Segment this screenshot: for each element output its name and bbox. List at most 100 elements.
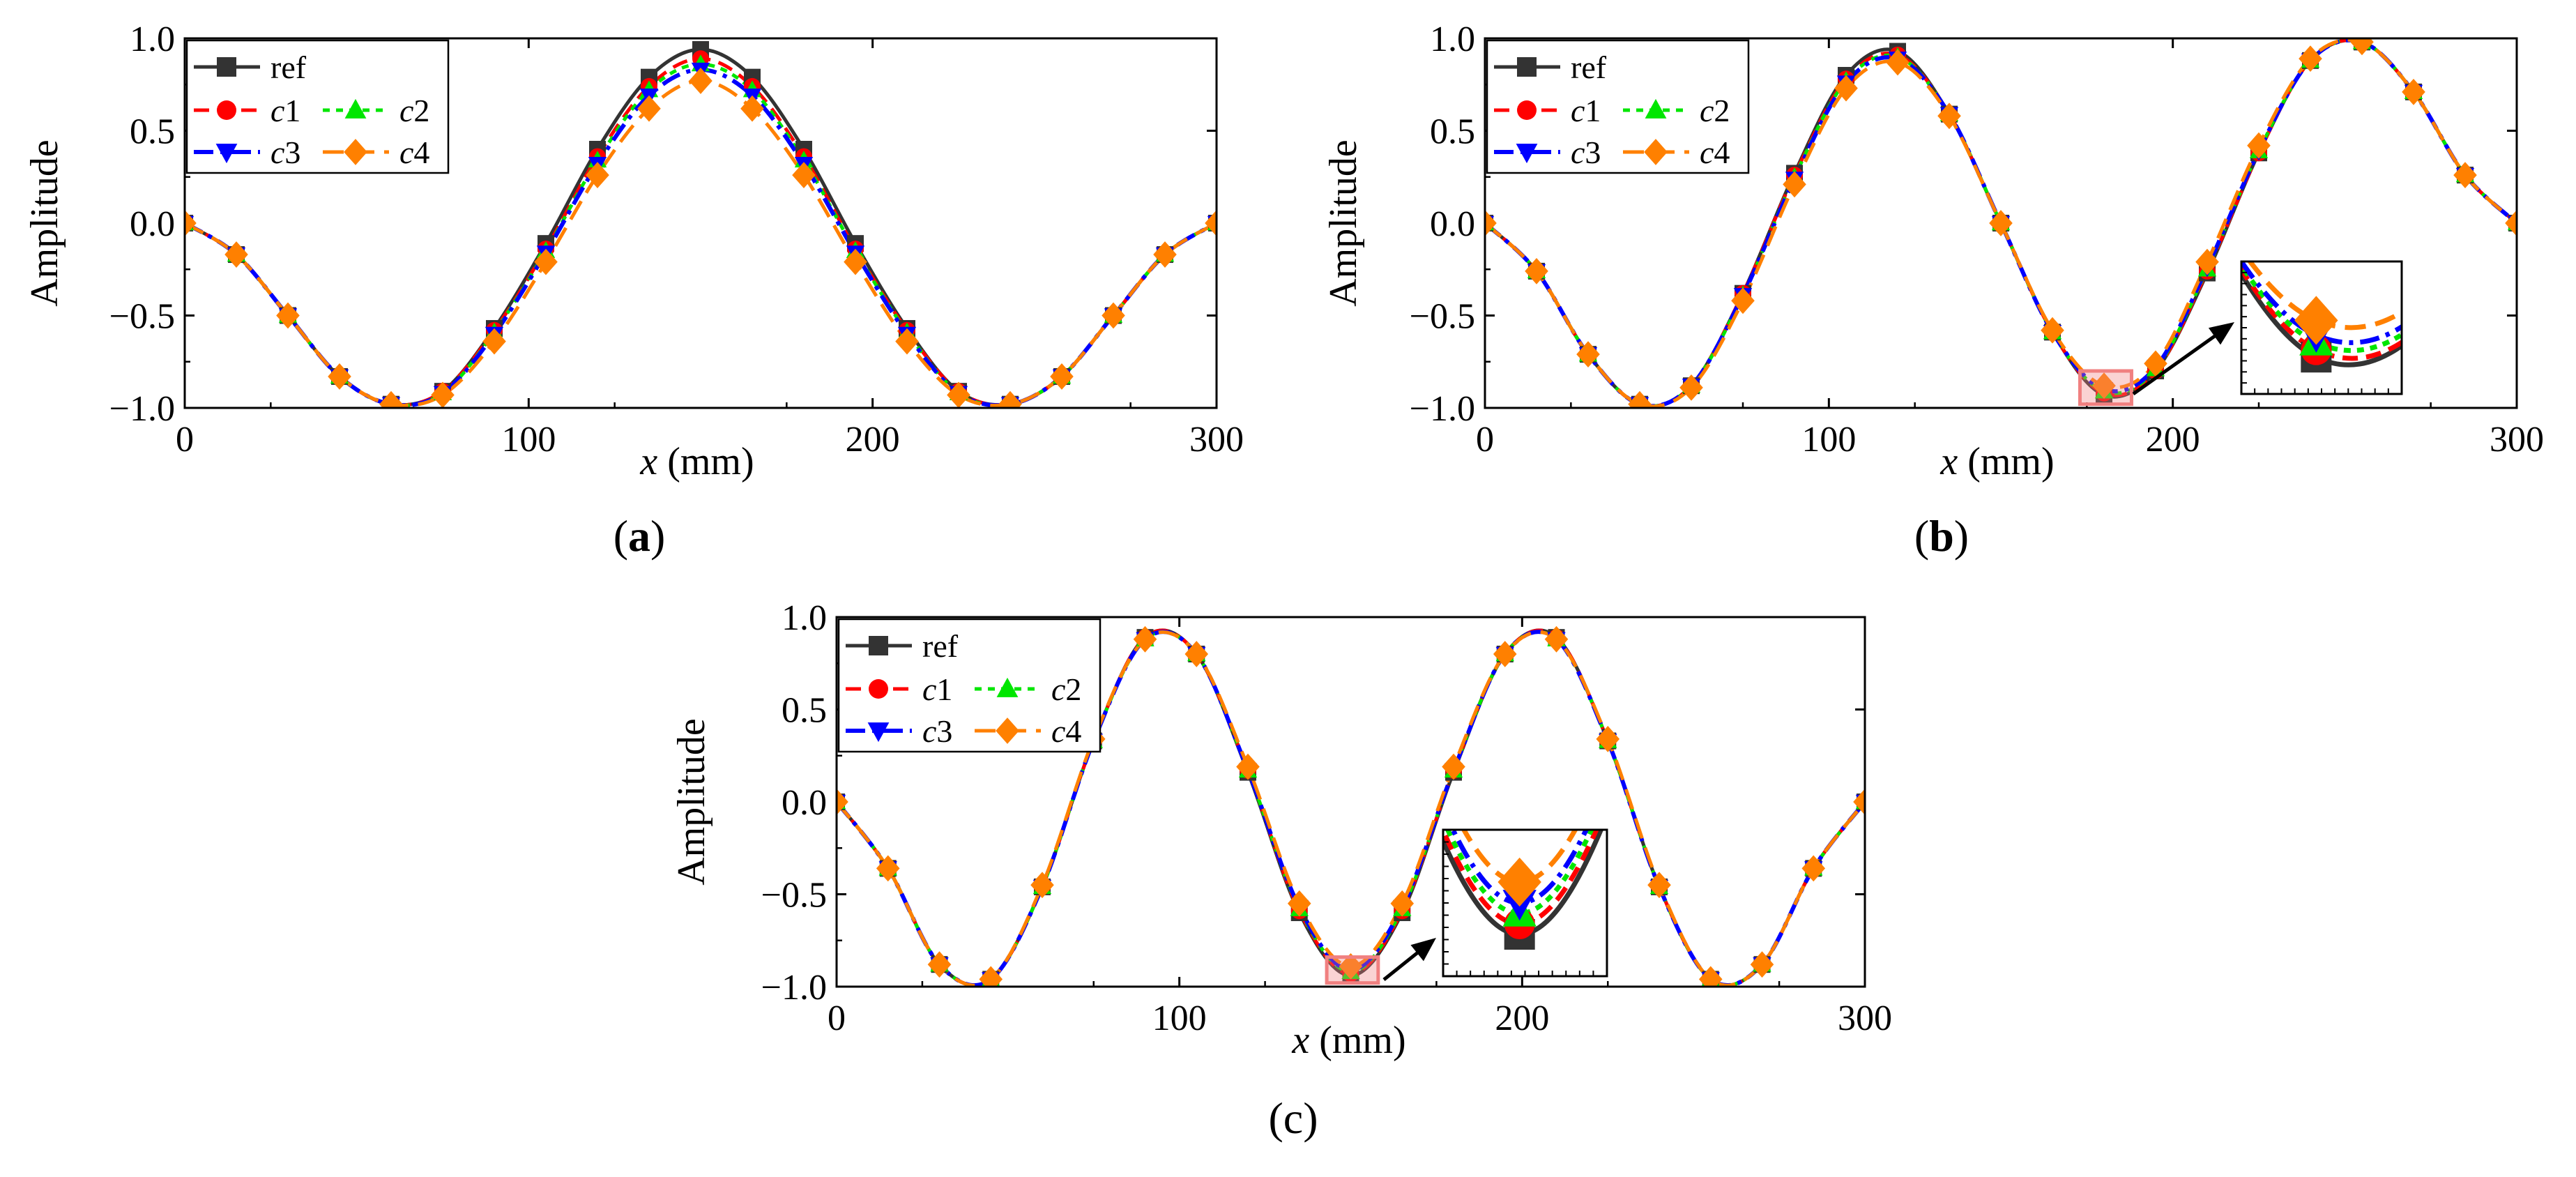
panel-label-close: ) — [1954, 511, 1969, 561]
panel-label-open: ( — [1268, 1093, 1283, 1143]
legend-label-letter: c — [1571, 135, 1585, 170]
data-point-c4 — [927, 951, 952, 978]
legend-label-letter: c — [1700, 93, 1714, 128]
x-tick-label: 200 — [1495, 998, 1549, 1038]
panel-c: 0 100 200 300 −1.0 −0.5 0.0 0.5 1.0 x (mm) Amplitu… — [670, 502, 1892, 1143]
panel-label: (a) — [613, 511, 666, 561]
zoom-arrow-head — [1410, 938, 1436, 962]
data-point-c4 — [1205, 210, 1217, 236]
inset-data-point-c2 — [1666, 540, 1700, 571]
data-point-c4 — [2299, 45, 2322, 73]
data-point-c4 — [2195, 248, 2219, 275]
data-point-c4 — [637, 95, 661, 122]
data-point-c4 — [482, 328, 506, 355]
inset-zoom — [1334, 502, 1705, 978]
plot-area — [185, 40, 1217, 408]
legend-label-letter: c — [270, 135, 284, 170]
legend-label-number: 3 — [1585, 135, 1601, 170]
data-point-c4 — [1050, 363, 1074, 390]
inset-data-point-ref — [1668, 563, 1699, 594]
inset-data-point-c2 — [1339, 540, 1372, 571]
x-axis-var: x — [639, 440, 657, 483]
inset-data-point-c3 — [2139, 94, 2172, 125]
panel-label: (c) — [1268, 1093, 1318, 1143]
y-tick-label: 1.0 — [1430, 20, 1475, 59]
data-point-c4 — [1544, 625, 1569, 653]
legend-label-c2: c2 — [1700, 93, 1730, 128]
panel-label: (b) — [1914, 511, 1969, 561]
legend-label-letter: c — [922, 713, 936, 749]
legend-label-number: 4 — [1714, 135, 1730, 170]
x-tick-label: 0 — [828, 998, 846, 1038]
inset-data-point-c3 — [1666, 534, 1700, 565]
data-point-c4 — [844, 248, 867, 275]
y-tick-label: 0.0 — [130, 204, 175, 244]
y-tick-label: 0.5 — [782, 691, 827, 731]
panel-label-close: ) — [650, 511, 665, 561]
data-point-c4 — [1886, 49, 1910, 76]
zoom-highlight-box — [1325, 955, 1380, 985]
y-tick-label: −1.0 — [109, 389, 175, 429]
legend-label-number: 2 — [413, 93, 429, 128]
data-point-c4 — [689, 68, 712, 94]
y-axis-label: Amplitude — [670, 718, 713, 886]
data-point-c4 — [1153, 241, 1177, 268]
inset-data-point-ref — [2461, 246, 2492, 277]
data-point-c4 — [1133, 625, 1157, 653]
inset-data-point-ref — [2140, 91, 2171, 122]
data-point-c4 — [1102, 302, 1125, 329]
inset-data-point-c4 — [1334, 502, 1377, 551]
legend-marker-c1 — [869, 679, 888, 699]
legend-marker-c3 — [1516, 144, 1538, 164]
y-tick-label: 0.0 — [782, 783, 827, 823]
legend-label-letter: c — [399, 135, 413, 170]
x-axis-label: x (mm) — [1939, 440, 2054, 483]
legend-label-number: 4 — [1065, 713, 1081, 749]
data-point-c4 — [1596, 726, 1620, 752]
zoom-highlight-box — [2078, 369, 2133, 407]
legend-label-number: 2 — [1065, 671, 1081, 707]
inset-data-point-c3 — [2460, 234, 2493, 264]
data-point-c4 — [1339, 952, 1363, 980]
inset-data-point-c3 — [1339, 534, 1372, 565]
data-point-c4 — [1287, 890, 1311, 917]
legend-label-c4: c4 — [399, 135, 429, 170]
plot-area — [837, 625, 1865, 987]
plot-frame — [835, 616, 1866, 988]
legend-label-c3: c3 — [1571, 135, 1601, 170]
inset-data-point-c4 — [2455, 208, 2498, 257]
data-point-c4 — [792, 162, 816, 188]
legend-marker-c4 — [1644, 139, 1668, 165]
data-point-c4 — [1989, 210, 2013, 236]
y-tick-label: 1.0 — [782, 598, 827, 638]
data-point-c4 — [2402, 78, 2425, 105]
data-point-c4 — [1184, 641, 1209, 667]
zoom-arrow-head — [2208, 322, 2234, 345]
inset-plot-area — [2139, 91, 2498, 373]
y-tick-label: −0.5 — [1410, 297, 1475, 337]
data-point-c4 — [2092, 372, 2116, 400]
data-point-c4 — [1493, 641, 1517, 667]
data-point-c4 — [998, 390, 1022, 408]
legend-label-letter: c — [270, 93, 284, 128]
plot-frame — [1484, 37, 2518, 409]
data-point-c4 — [1731, 287, 1755, 314]
inset-data-point-c1 — [2140, 91, 2171, 122]
legend-label-number: 1 — [936, 671, 952, 707]
data-point-c4 — [224, 241, 248, 268]
data-point-c4 — [431, 381, 455, 408]
x-axis-var: x — [1939, 440, 1958, 483]
y-tick-label: −1.0 — [761, 968, 827, 1008]
data-point-c4 — [1853, 789, 1865, 815]
y-tick-label: −0.5 — [109, 297, 175, 337]
legend-label-c3: c3 — [270, 135, 300, 170]
y-tick-label: −0.5 — [761, 876, 827, 916]
data-point-c4 — [1628, 390, 1652, 408]
panel-label-letter: c — [1283, 1093, 1303, 1143]
data-point-c4 — [1834, 75, 1858, 102]
y-tick-label: 0.5 — [1430, 112, 1475, 152]
data-point-c4 — [1750, 951, 1774, 978]
inset-data-point-c4 — [1661, 502, 1705, 551]
legend-label-letter: c — [922, 671, 936, 707]
